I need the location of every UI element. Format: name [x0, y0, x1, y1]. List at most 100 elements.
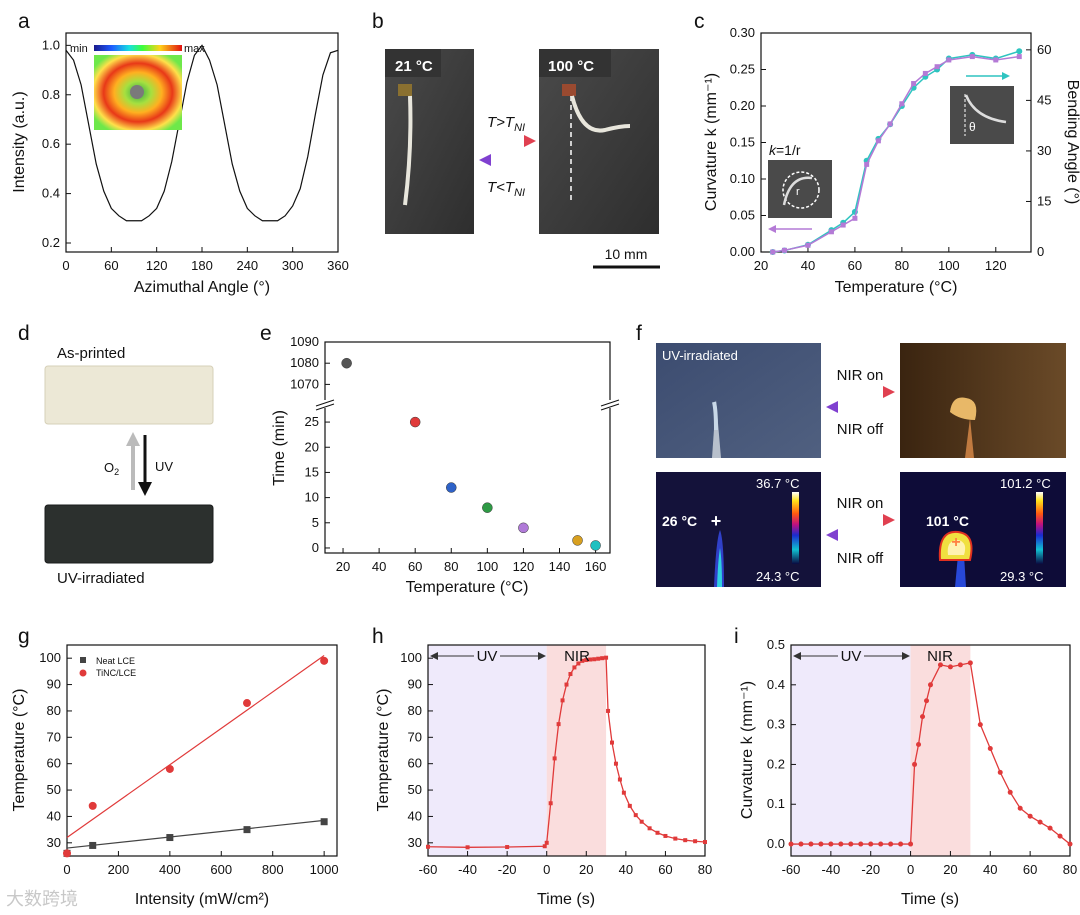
- angle-point: [922, 70, 928, 76]
- panel-h-uv-label-bg: [474, 647, 500, 663]
- panel-i: i -60 -40 -20 0 20 40 60 80 0.0 0.1 0.2 0.3 0.4 0.5 U…: [734, 625, 1077, 908]
- x-tick-label: 180: [191, 258, 213, 273]
- panel-h-uv-span-left-head: [430, 652, 438, 660]
- data-point: [828, 841, 834, 847]
- cooling-arrow-head: [479, 154, 491, 166]
- data-point: [606, 708, 611, 713]
- y-tick-label: 0.8: [42, 87, 60, 102]
- data-point: [647, 826, 652, 831]
- data-point: [987, 746, 993, 752]
- x-tick-label: 100: [938, 258, 960, 273]
- panel-e-xlabel: Temperature (°C): [406, 579, 529, 596]
- data-point: [788, 841, 794, 847]
- x-tick-label: 80: [444, 559, 458, 574]
- data-point: [1067, 841, 1073, 847]
- neat-point: [89, 841, 97, 849]
- angle-point: [840, 222, 846, 228]
- panel-i-nir-region: [910, 645, 971, 856]
- panel-a: a 0 60 120 180 240 300 360 0.2 0.4 0.6 0.8 1.0 Azim…: [11, 10, 349, 296]
- neat-point: [243, 826, 251, 834]
- panel-h-axes: [427, 644, 706, 857]
- data-point: [621, 790, 626, 795]
- curvature-equation: k=1/r: [769, 142, 801, 158]
- data-point: [924, 698, 930, 704]
- curvature-circle: [782, 171, 820, 209]
- y-tick-label: 0.5: [767, 637, 785, 652]
- panel-i-xlabel: Time (s): [901, 891, 959, 908]
- x-tick-label: 60: [848, 258, 862, 273]
- inset-colorbar: [94, 45, 182, 51]
- x-tick-label: 60: [104, 258, 118, 273]
- y-tick-label: 15: [305, 464, 319, 479]
- data-point: [912, 761, 918, 767]
- y-tick-label: 0.2: [767, 756, 785, 771]
- x-tick-label: 80: [1063, 862, 1077, 877]
- y2-tick-label: 30: [1037, 143, 1051, 158]
- tinc-point: [63, 849, 71, 858]
- nir-photo-curled-strip: [950, 397, 977, 420]
- data-point: [798, 841, 804, 847]
- y-tick-label: 1070: [290, 376, 319, 391]
- y-tick-label: 40: [408, 808, 422, 823]
- angle-point: [852, 215, 858, 221]
- nir-photo: [900, 343, 1066, 458]
- x-tick-label: 60: [408, 559, 422, 574]
- nir-on-label-top: NIR on: [837, 367, 884, 384]
- y-tick-label: 90: [47, 677, 61, 692]
- y-tick-label: 30: [408, 835, 422, 850]
- series-line-0: [772, 50, 1020, 253]
- panel-e-break-right-2: [600, 403, 620, 411]
- neat-point: [320, 818, 328, 826]
- nir-on-arrow-bottom-head: [883, 514, 895, 526]
- angle-point: [887, 121, 893, 127]
- panel-i-ylabel: Curvature k (mm⁻¹): [739, 681, 756, 819]
- data-point: [639, 819, 644, 824]
- y-tick-label: 0.0: [767, 836, 785, 851]
- data-point: [590, 540, 601, 551]
- y-tick-label: 60: [47, 756, 61, 771]
- uv-irradiated-sample: [44, 504, 214, 564]
- data-point: [920, 714, 926, 720]
- x-tick-label: 0: [63, 862, 70, 877]
- data-point: [1027, 813, 1033, 819]
- x-tick-label: -40: [458, 862, 477, 877]
- legend-tinc-marker: [79, 669, 87, 677]
- x-tick-label: 0: [62, 258, 69, 273]
- data-point: [683, 838, 688, 843]
- x-tick-label: 300: [282, 258, 304, 273]
- photo-100c-temp: 100 °C: [548, 58, 594, 75]
- data-point: [572, 665, 577, 670]
- uv-photo: [656, 343, 821, 458]
- y-tick-label: 25: [305, 414, 319, 429]
- panel-h-uv-label: UV: [477, 648, 498, 665]
- thermal-after-max: 101.2 °C: [1000, 476, 1051, 491]
- thermal-before-crosshair: +: [711, 511, 722, 531]
- x-tick-label: -20: [498, 862, 517, 877]
- x-tick-label: 40: [983, 862, 997, 877]
- thermal-before-colorbar: [792, 492, 799, 564]
- x-tick-label: 20: [336, 559, 350, 574]
- angle-point: [875, 138, 881, 144]
- panel-i-axes: [790, 644, 1071, 857]
- curvature-radius-label: r: [796, 186, 800, 198]
- panel-g-xlabel: Intensity (mW/cm²): [135, 891, 269, 908]
- oxygen-arrow-head: [126, 432, 140, 446]
- panel-a-ticks: 0 60 120 180 240 300 360 0.2 0.4 0.6 0.8 1.0: [42, 37, 349, 273]
- panel-c-series: [769, 48, 1023, 255]
- nir-off-label-top: NIR off: [837, 421, 884, 438]
- data-point: [858, 841, 864, 847]
- data-point: [908, 841, 914, 847]
- y-tick-label: 50: [408, 782, 422, 797]
- fit-line-0: [66, 819, 325, 849]
- x-tick-label: 600: [210, 862, 232, 877]
- nir-off-arrow-top-head: [826, 401, 838, 413]
- tinc-point: [243, 699, 251, 708]
- photo-21c-tag: [385, 49, 441, 77]
- thermal-after-crosshair: +: [951, 534, 960, 551]
- neat-point: [166, 834, 174, 842]
- y-tick-label: 0: [312, 540, 319, 555]
- x-tick-label: 120: [513, 559, 535, 574]
- panel-a-inset: min max: [70, 43, 205, 130]
- data-point: [576, 661, 581, 666]
- data-point: [977, 722, 983, 728]
